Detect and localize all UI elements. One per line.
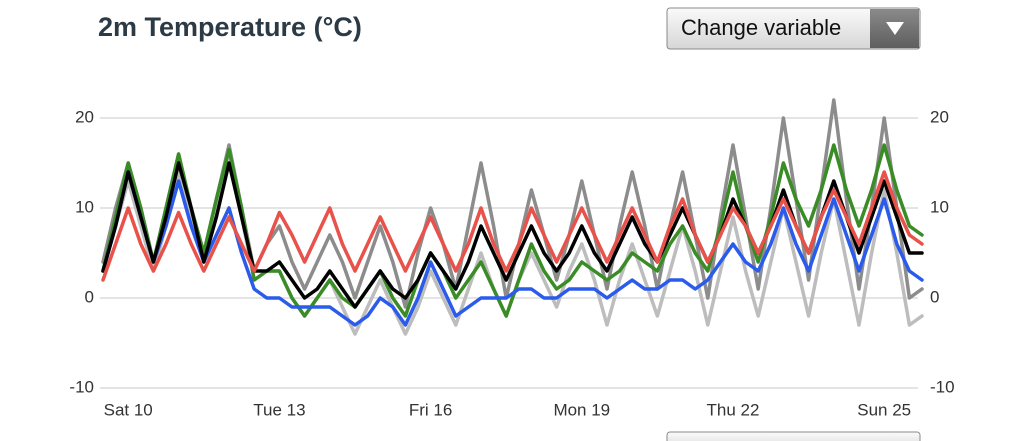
chart-title: 2m Temperature (°C) [98, 12, 362, 42]
series-line [101, 143, 924, 318]
x-tick-label: Sun 25 [857, 400, 911, 419]
x-tick-label: Mon 19 [553, 400, 610, 419]
plot: -10 -10 0 0 10 10 20 20 Sat 10 Tue 13 Fri 16 Mon 19… [69, 98, 955, 419]
y-tick-label: -10 [69, 377, 94, 396]
x-tick-label: Tue 13 [253, 400, 305, 419]
y-tick-label: 20 [75, 107, 94, 126]
y2-tick-label: 0 [930, 287, 939, 306]
next-button[interactable] [666, 431, 921, 441]
button-label[interactable]: Change variable [681, 15, 841, 40]
x-tick-label: Fri 16 [409, 400, 452, 419]
x-tick-label: Sat 10 [104, 400, 153, 419]
series-line [101, 170, 924, 327]
button-body[interactable] [666, 7, 921, 50]
y-tick-label: 10 [75, 197, 94, 216]
y2-tick-label: 10 [930, 197, 949, 216]
y2-tick-label: 20 [930, 107, 949, 126]
y-tick-label: 0 [85, 287, 94, 306]
series-line [101, 161, 924, 309]
x-tick-label: Thu 22 [707, 400, 760, 419]
series-line [101, 170, 924, 282]
y2-tick-label: -10 [930, 377, 955, 396]
button-arrow[interactable] [886, 22, 904, 35]
change-variable-button[interactable]: Change variable [666, 7, 921, 50]
